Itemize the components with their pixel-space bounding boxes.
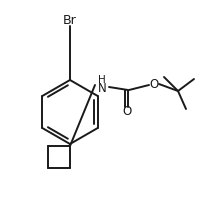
Text: O: O bbox=[122, 105, 132, 117]
Text: N: N bbox=[98, 81, 106, 95]
Text: O: O bbox=[149, 77, 159, 91]
Text: H: H bbox=[98, 75, 106, 85]
Text: Br: Br bbox=[63, 14, 77, 26]
